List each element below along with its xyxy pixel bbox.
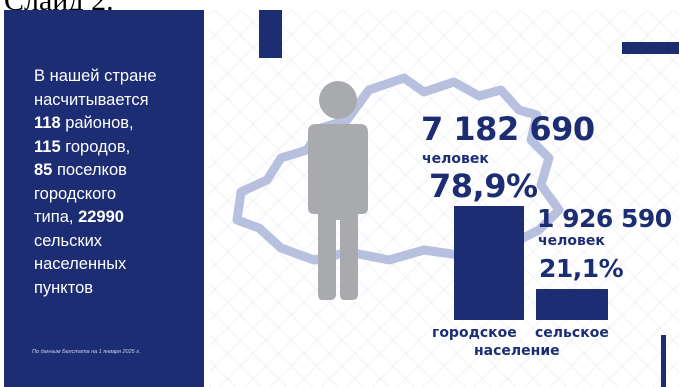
facts-panel: В нашей стране насчитывается 118 районов…	[4, 10, 204, 387]
facts-line: сельских	[34, 230, 199, 254]
facts-line-text: насчитывается	[34, 90, 149, 109]
cities-count: 115	[34, 137, 61, 156]
facts-line-text: типа,	[34, 208, 79, 226]
urban-unit: человек	[422, 151, 489, 167]
rural-bar	[536, 289, 608, 320]
facts-line: 118 районов,	[34, 112, 199, 136]
accent-bar-top	[259, 10, 282, 58]
source-note: По данным Белстата на 1 января 2025 г.	[32, 349, 141, 355]
infographic-slide: В нашей стране насчитывается 118 районов…	[4, 10, 679, 387]
cities-label: городов,	[60, 137, 131, 156]
rural-localities-count: 22990	[78, 208, 124, 226]
background-pattern	[209, 10, 679, 387]
facts-line: 115 городов,	[34, 136, 199, 160]
facts-line: типа, 22990	[34, 206, 199, 230]
rural-count: 1 926 590	[537, 204, 672, 233]
facts-line-text: сельских	[34, 231, 103, 250]
rural-label: сельское	[535, 325, 609, 341]
settlements-count: 85	[34, 161, 53, 179]
rural-unit: человек	[538, 233, 605, 249]
facts-line-text: населенных	[34, 255, 127, 273]
rural-percent: 21,1%	[539, 254, 624, 283]
population-label: население	[474, 343, 560, 359]
districts-count: 118	[34, 114, 61, 132]
person-icon	[308, 81, 368, 300]
facts-text: В нашей стране насчитывается 118 районов…	[34, 65, 199, 300]
facts-line-text: пунктов	[34, 278, 94, 297]
facts-line-text: В нашей стране	[34, 67, 157, 85]
urban-bar	[454, 206, 524, 320]
facts-line: пунктов	[34, 277, 199, 301]
accent-bar-right	[622, 42, 679, 54]
facts-line: 85 поселков	[34, 159, 199, 183]
settlements-label: поселков	[52, 161, 127, 179]
districts-label: районов,	[60, 114, 134, 132]
urban-count: 7 182 690	[421, 110, 595, 148]
facts-line: городского	[34, 183, 199, 207]
facts-line: насчитывается	[34, 89, 199, 113]
facts-line: населенных	[34, 253, 199, 277]
facts-line: В нашей стране	[34, 65, 199, 89]
urban-label: городское	[432, 325, 517, 341]
urban-percent: 78,9%	[429, 167, 538, 205]
facts-line-text: городского	[34, 184, 117, 203]
accent-bar-bottom	[661, 335, 666, 387]
